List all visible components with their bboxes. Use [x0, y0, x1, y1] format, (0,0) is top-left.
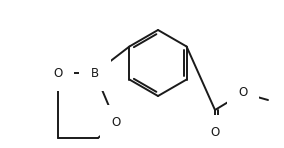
Text: O: O — [238, 86, 248, 99]
Text: O: O — [111, 116, 121, 130]
Text: O: O — [210, 127, 220, 140]
Text: B: B — [91, 66, 99, 79]
Text: O: O — [53, 66, 63, 79]
